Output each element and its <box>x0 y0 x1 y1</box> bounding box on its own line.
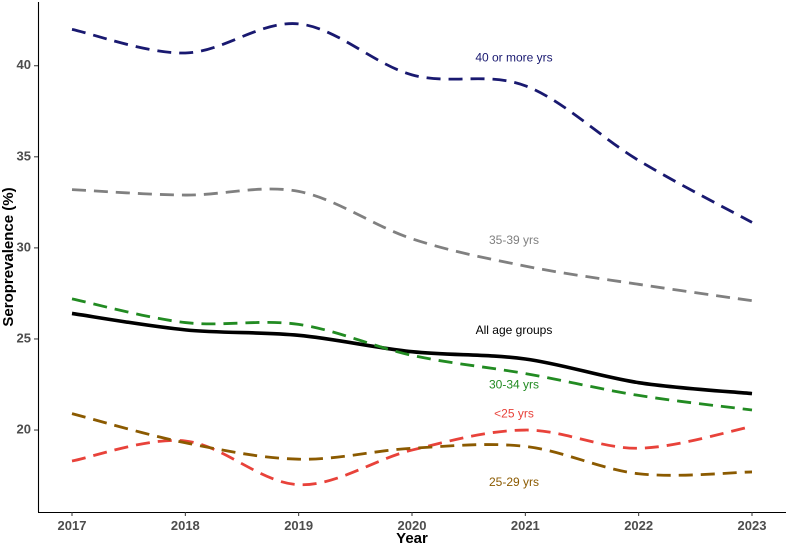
x-tick-label: 2023 <box>738 518 767 533</box>
x-tick-label: 2020 <box>398 518 427 533</box>
y-tick-label: 30 <box>17 239 31 254</box>
series-line-35-39-yrs <box>71 187 753 303</box>
series-line-30-34-yrs <box>71 297 753 412</box>
x-axis: 2017 2018 2019 2020 2021 2022 2023 <box>58 512 767 533</box>
series-label-all-age-groups: All age groups <box>476 323 553 337</box>
x-tick-label: 2018 <box>171 518 200 533</box>
x-tick-label: 2017 <box>58 518 87 533</box>
series-label-30-34-yrs: 30-34 yrs <box>489 378 539 392</box>
x-tick-label: 2019 <box>284 518 313 533</box>
x-axis-title: Year <box>396 530 428 545</box>
series-line-25-yrs <box>71 425 753 487</box>
series-line-25-29-yrs <box>71 412 753 477</box>
x-tick-label: 2022 <box>624 518 653 533</box>
series-label-25-yrs: <25 yrs <box>494 407 534 421</box>
y-tick-label: 35 <box>17 148 31 163</box>
series-layer <box>71 22 753 487</box>
series-line-all-age-groups <box>71 311 753 396</box>
y-tick-label: 20 <box>17 421 31 436</box>
series-label-25-29-yrs: 25-29 yrs <box>489 475 539 489</box>
series-label-layer: 40 or more yrs 35-39 yrs All age groups 30-… <box>475 51 552 489</box>
y-tick-label: 25 <box>17 330 31 345</box>
series-label-35-39-yrs: 35-39 yrs <box>489 233 539 247</box>
y-axis-title: Seroprevalence (%) <box>0 187 17 326</box>
series-line-40-or-more-yrs <box>71 22 753 224</box>
series-label-40-or-more-yrs: 40 or more yrs <box>475 51 552 65</box>
y-tick-label: 40 <box>17 57 31 72</box>
y-axis: 20 25 30 35 40 <box>17 57 38 436</box>
x-tick-label: 2021 <box>511 518 540 533</box>
